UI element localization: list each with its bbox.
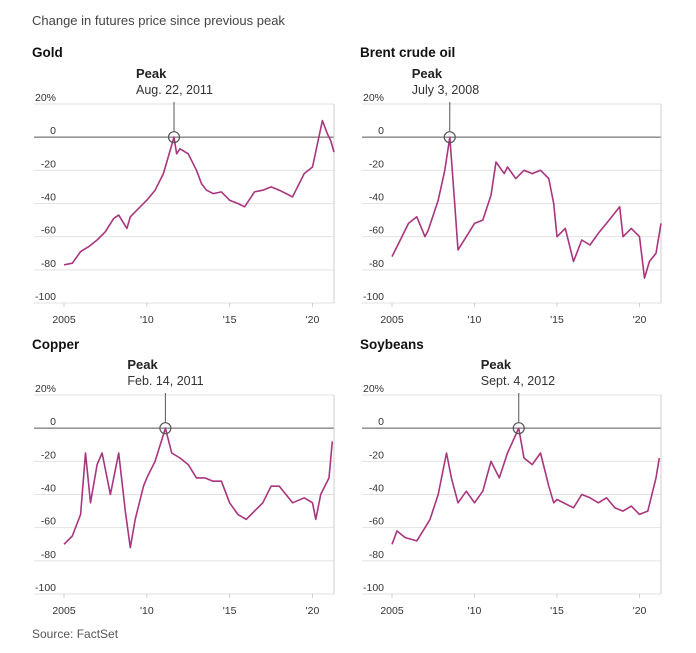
y-tick-label: -100 <box>363 291 384 303</box>
panel-title: Soybeans <box>360 337 424 352</box>
x-tick-label: '20 <box>633 314 647 326</box>
x-tick-label: '10 <box>468 605 482 617</box>
series-line <box>391 136 662 279</box>
panel-title: Gold <box>32 45 63 60</box>
y-tick-label: -100 <box>35 582 56 594</box>
x-tick-label: '15 <box>550 314 564 326</box>
peak-label: Peak <box>136 66 167 81</box>
y-tick-label: -40 <box>41 192 56 204</box>
x-tick-label: 2005 <box>380 314 404 326</box>
x-tick-label: '20 <box>306 314 320 326</box>
y-tick-label: -80 <box>369 258 384 270</box>
y-tick-label: -20 <box>41 449 56 461</box>
peak-label: Peak <box>127 357 158 372</box>
y-tick-label: -80 <box>369 549 384 561</box>
x-tick-label: '10 <box>468 314 482 326</box>
y-tick-label: -40 <box>369 192 384 204</box>
panel-title: Brent crude oil <box>360 45 455 60</box>
y-tick-label: 20% <box>363 92 384 104</box>
series-line <box>63 427 334 549</box>
chart-subtitle: Change in futures price since previous p… <box>32 13 285 28</box>
x-tick-label: '10 <box>140 314 154 326</box>
y-tick-label: -40 <box>369 483 384 495</box>
y-tick-label: -80 <box>41 549 56 561</box>
chart-panel-gold: Gold 20% 0 -20 -40 -60 -80 -100 2005 '10 '15 '20 Pea… <box>32 45 335 326</box>
y-tick-label: -60 <box>41 225 56 237</box>
peak-marker <box>512 422 525 435</box>
peak-date: July 3, 2008 <box>412 83 479 97</box>
peak-label: Peak <box>412 66 443 81</box>
y-tick-label: 0 <box>378 125 384 137</box>
panel-title: Copper <box>32 337 80 352</box>
x-tick-label: 2005 <box>380 605 404 617</box>
peak-marker <box>443 131 456 144</box>
peak-marker <box>159 422 172 435</box>
peak-date: Feb. 14, 2011 <box>127 374 203 388</box>
peak-date: Sept. 4, 2012 <box>481 374 555 388</box>
series-line <box>63 119 335 266</box>
x-tick-label: '15 <box>223 314 237 326</box>
peak-label: Peak <box>481 357 512 372</box>
y-tick-label: -100 <box>35 291 56 303</box>
y-tick-label: -60 <box>41 516 56 528</box>
y-tick-label: -60 <box>369 516 384 528</box>
series-line <box>391 427 661 545</box>
chart-panel-soybeans: Soybeans 20% 0 -20 -40 -60 -80 -100 2005 '10 '15 '2… <box>360 337 662 617</box>
x-tick-label: 2005 <box>52 605 76 617</box>
y-tick-label: 20% <box>363 383 384 395</box>
y-tick-label: 0 <box>378 416 384 428</box>
y-tick-label: 20% <box>35 383 56 395</box>
x-tick-label: '10 <box>140 605 154 617</box>
x-tick-label: '15 <box>223 605 237 617</box>
peak-date: Aug. 22, 2011 <box>136 83 213 97</box>
chart-panel-brent-crude-oil: Brent crude oil 20% 0 -20 -40 -60 -80 -100 2005 '… <box>360 45 662 326</box>
x-tick-label: 2005 <box>52 314 76 326</box>
y-tick-label: -20 <box>41 158 56 170</box>
y-tick-label: 0 <box>50 416 56 428</box>
x-tick-label: '15 <box>550 605 564 617</box>
peak-marker <box>167 131 181 144</box>
y-tick-label: -80 <box>41 258 56 270</box>
chart-source: Source: FactSet <box>32 627 119 641</box>
y-tick-label: -100 <box>363 582 384 594</box>
y-tick-label: -20 <box>369 158 384 170</box>
chart-panel-copper: Copper 20% 0 -20 -40 -60 -80 -100 2005 '10 '15 '20 P… <box>32 337 335 617</box>
y-tick-label: -60 <box>369 225 384 237</box>
y-tick-label: -40 <box>41 483 56 495</box>
y-tick-label: 20% <box>35 92 56 104</box>
y-tick-label: -20 <box>369 449 384 461</box>
x-tick-label: '20 <box>633 605 647 617</box>
x-tick-label: '20 <box>306 605 320 617</box>
y-tick-label: 0 <box>50 125 56 137</box>
